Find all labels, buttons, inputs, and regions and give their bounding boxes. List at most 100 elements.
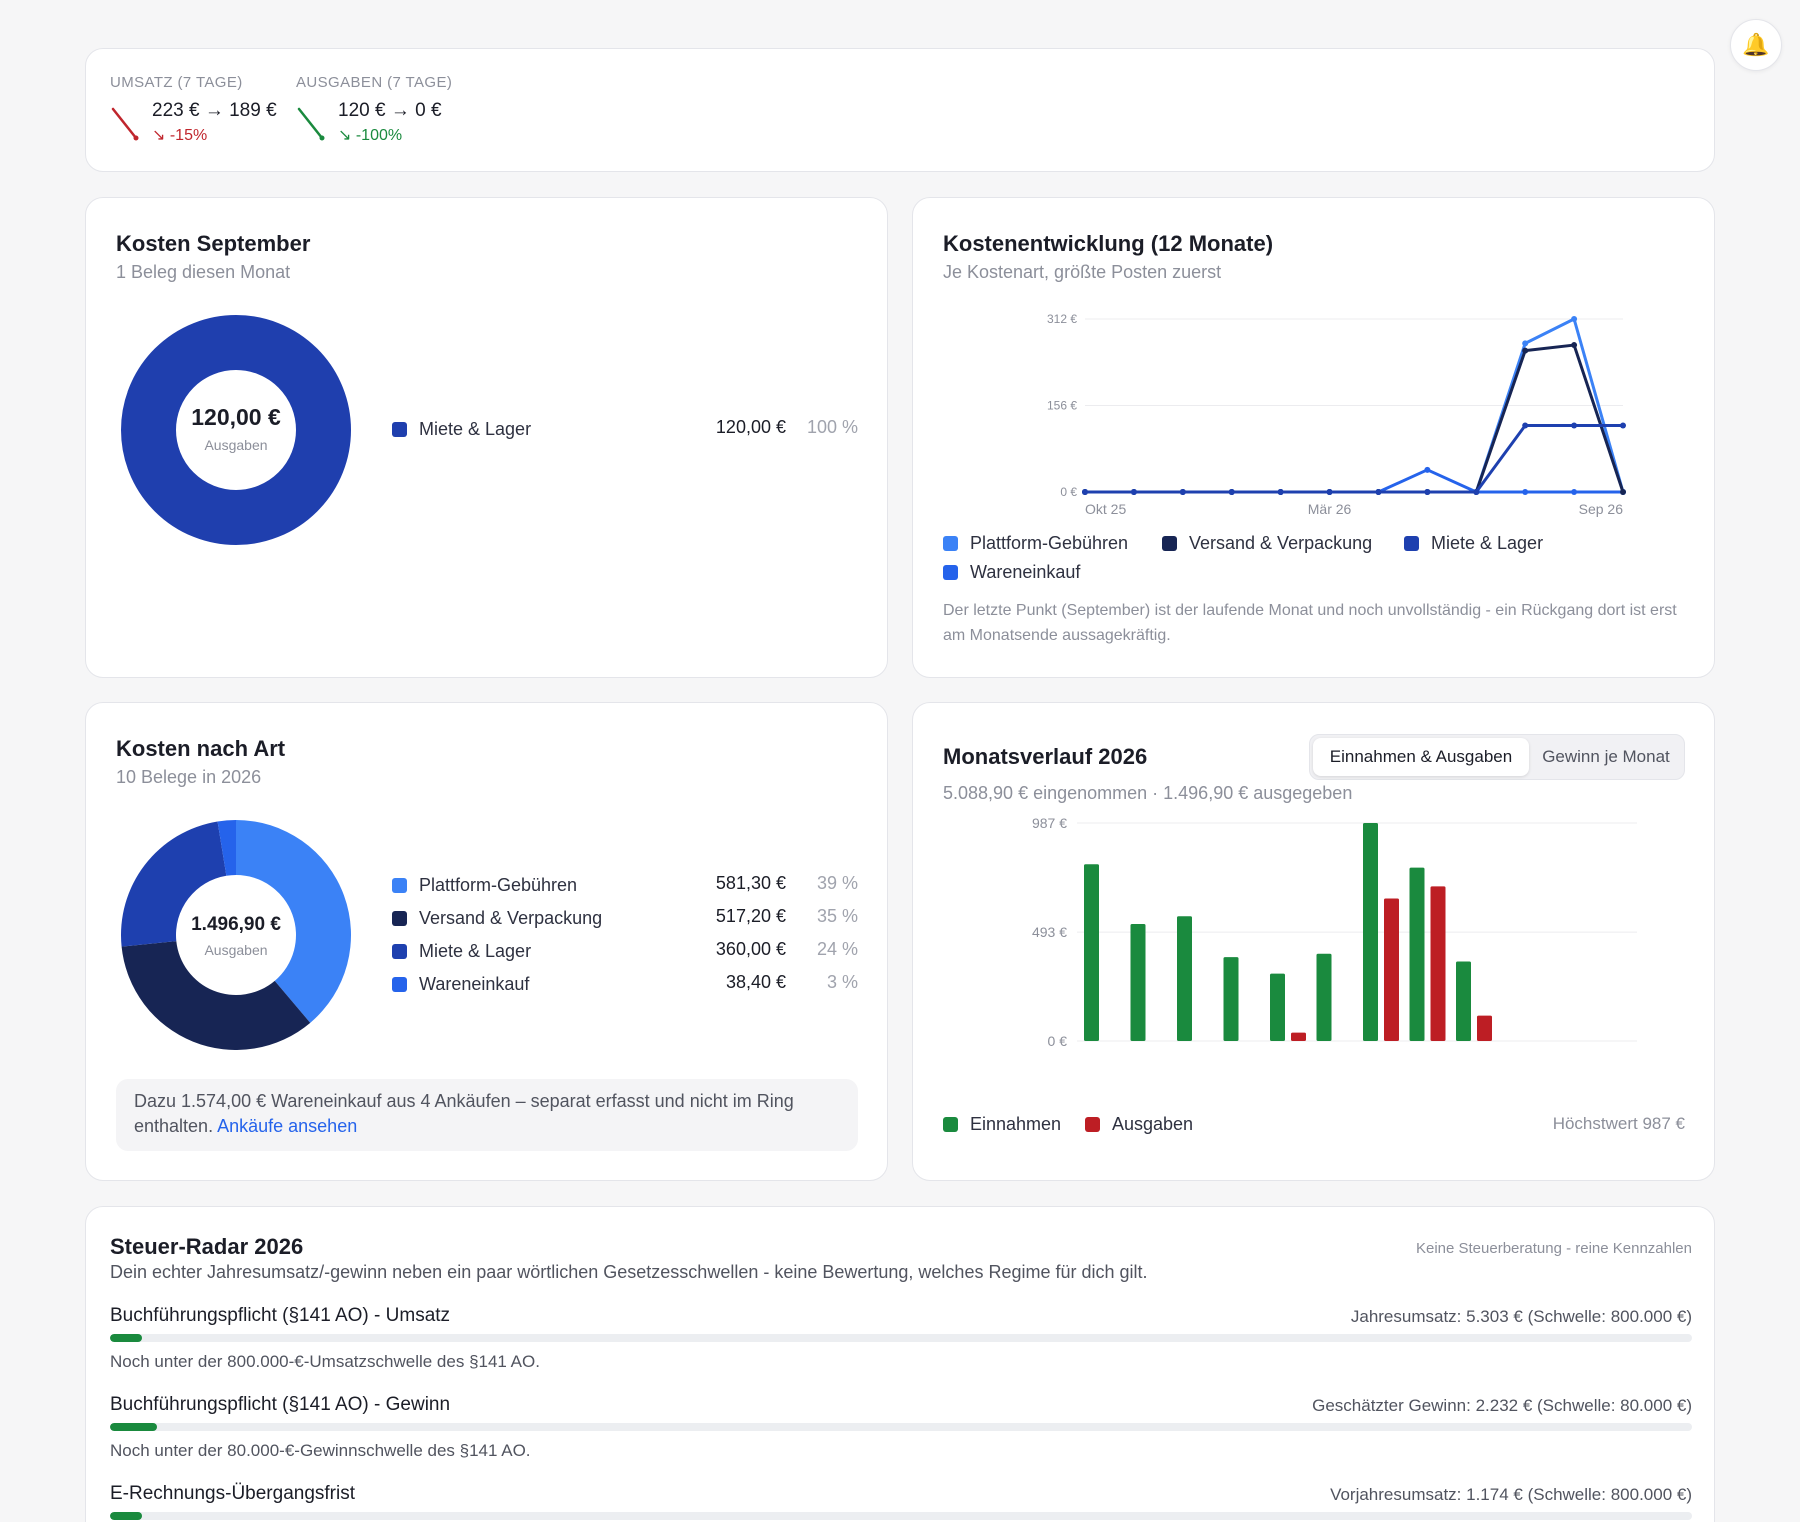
monthly-legend-income: Einnahmen [943,1112,1061,1136]
data-point [1522,422,1529,429]
data-point [1179,489,1186,495]
y-tick-label: 987 € [1032,815,1067,831]
purchases-info-text: Dazu 1.574,00 € Wareneinkauf aus 4 Ankäu… [134,1091,794,1136]
costs-month-donut [121,315,351,545]
costs-by-type-legend-item: Plattform-Gebühren [392,873,577,897]
costs-by-type-card: Kosten nach Art 10 Belege in 2026 1.496,… [85,702,888,1181]
tax-row-note: Noch unter der 800.000-€-Umsatzschwelle … [110,1352,540,1371]
costs-month-subtitle: 1 Beleg diesen Monat [116,262,291,282]
legend-swatch [392,976,407,992]
legend-percent: 24 % [816,939,858,959]
expense-bar [1430,886,1446,1041]
x-tick-label: Jan [1089,1062,1115,1063]
y-tick-label: 312 € [1047,312,1077,326]
donut-slice [121,821,227,947]
data-point [1473,489,1480,495]
x-tick-label: Sep 26 [1579,501,1624,517]
costs-by-type-legend-item: Miete & Lager [392,939,531,963]
costs-by-type-total: 1.496,90 € [191,914,281,935]
donut-slice [217,820,236,876]
x-tick-label: Mär [1181,1062,1209,1063]
costs-month-legend-item: Miete & Lager [392,417,531,441]
x-tick-label: Mai [1275,1062,1301,1063]
view-purchases-link[interactable]: Ankäufe ansehen [217,1116,358,1136]
data-point [1571,422,1578,429]
data-point [1375,489,1382,495]
tax-radar-subtitle: Dein echter Jahresumsatz/-gewinn neben e… [110,1262,1148,1282]
legend-value: 360,00 € [715,939,786,959]
tax-row-value: Geschätzter Gewinn: 2.232 € (Schwelle: 8… [1312,1396,1692,1415]
kpi-expenses-value: 120 € → 0 € [338,100,442,121]
income-bar [1270,973,1285,1041]
tax-row-label: Buchführungspflicht (§141 AO) - Umsatz [110,1305,451,1326]
monthly-card: Monatsverlauf 2026 5.088,90 € eingenomme… [912,702,1715,1181]
x-tick-label: Aug [1414,1062,1442,1063]
legend-label: Ausgaben [1112,1113,1194,1134]
x-tick-label: Apr [1229,1062,1255,1063]
legend-percent: 35 % [816,906,858,926]
cost-trend-card: Kostenentwicklung (12 Monate) Je Kostena… [912,197,1715,678]
data-point [1522,340,1529,347]
legend-label: Versand & Verpackung [419,907,603,928]
expense-bar [1291,1032,1306,1041]
notification-bell-button[interactable]: 🔔 [1730,19,1782,71]
kpi-card: UMSATZ (7 TAGE) 223 € → 189 € ↘ -15% AUS… [85,48,1715,172]
costs-month-center: 120,00 € Ausgaben [171,404,301,453]
data-point [1424,489,1431,495]
y-tick-label: 0 € [1048,1033,1068,1049]
kpi-expenses-label: AUSGABEN (7 TAGE) [296,74,453,91]
income-bar [1316,953,1332,1041]
cost-trend-legend-item: Plattform-Gebühren [943,531,1128,555]
series-line [1085,343,1625,494]
legend-swatch [392,421,407,437]
tax-row-progress-fill [110,1423,158,1431]
kpi-expenses-trend: ↘ -100% [338,127,403,144]
series-line [1085,423,1623,494]
cost-trend-legend-item: Miete & Lager [1404,531,1543,555]
income-bar [1084,864,1099,1041]
data-point [1082,489,1088,495]
data-point [1522,347,1529,354]
kpi-revenue-label: UMSATZ (7 TAGE) [110,74,243,91]
income-bar [1223,957,1239,1041]
legend-label: Plattform-Gebühren [419,874,578,895]
legend-label: Wareneinkauf [419,973,530,994]
costs-by-type-total-label: Ausgaben [204,942,268,958]
legend-label: Miete & Lager [1431,532,1544,553]
x-tick-label: Dez [1600,1062,1628,1063]
tax-row-value: Vorjahresumsatz: 1.174 € (Schwelle: 800.… [1330,1485,1692,1504]
data-point [1130,489,1137,495]
monthly-view-toggle: Einnahmen & Ausgaben Gewinn je Monat [1309,734,1685,780]
x-tick-label: Jul [1371,1062,1391,1063]
cost-trend-legend-item: Wareneinkauf [943,560,1080,584]
tax-row-progress [110,1334,1692,1342]
data-point [1522,489,1529,495]
legend-value: 38,40 € [725,972,786,992]
legend-swatch [943,535,958,551]
legend-swatch [392,910,407,926]
tax-radar-disclaimer: Keine Steuerberatung - reine Kennzahlen [1415,1240,1692,1257]
costs-by-type-legend-item: Versand & Verpackung [392,906,602,930]
kpi-revenue-sparkline [111,107,139,141]
cost-trend-subtitle: Je Kostenart, größte Posten zuerst [943,262,1222,282]
legend-value: 517,20 € [715,906,786,926]
tax-row-label: Buchführungspflicht (§141 AO) - Gewinn [110,1394,451,1415]
legend-label: Versand & Verpackung [1189,532,1373,553]
kpi-revenue-trend: ↘ -15% [152,127,208,144]
x-tick-label: Jun [1322,1062,1348,1063]
tax-row-note: Noch unter der 80.000-€-Gewinnschwelle d… [110,1441,531,1460]
data-point [1424,466,1431,473]
cost-trend-title: Kostenentwicklung (12 Monate) [943,231,1274,256]
legend-swatch [392,943,407,959]
cost-trend-line-chart: 0 € 156 € 312 € Okt 25 Mär 26 Sep 26 [1047,312,1626,517]
legend-swatch [392,877,407,893]
monthly-title: Monatsverlauf 2026 [943,744,1148,769]
tab-income-expenses[interactable]: Einnahmen & Ausgaben [1313,738,1529,776]
data-point [1620,489,1626,495]
costs-month-total: 120,00 € [191,404,281,430]
expense-bar [1384,898,1399,1041]
tab-profit-per-month[interactable]: Gewinn je Monat [1542,747,1670,766]
bell-icon: 🔔 [1742,32,1770,57]
series-line [1085,468,1623,494]
x-tick-label: Nov [1553,1062,1581,1063]
